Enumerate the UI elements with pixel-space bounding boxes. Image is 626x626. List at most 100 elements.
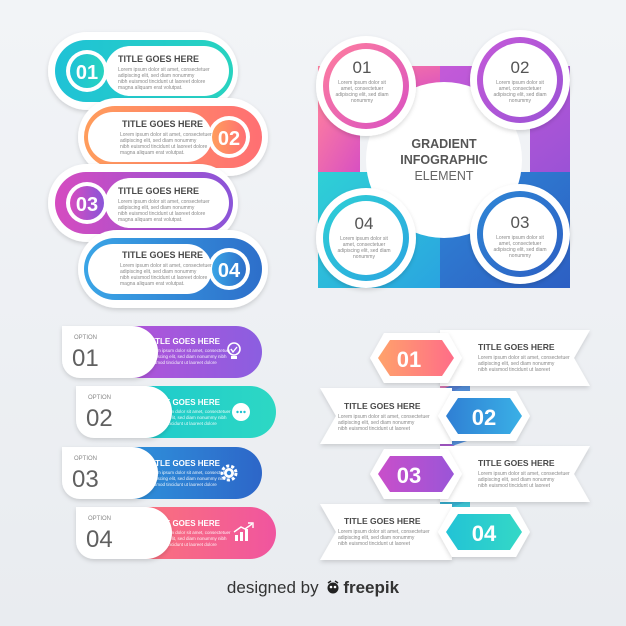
hex-text-line: adipiscing elit, sed diam nonummy: [478, 361, 555, 367]
hex-number: 01: [397, 347, 421, 372]
pill-text-line: adipiscing elit, sed diam nonummy: [118, 73, 195, 79]
pill-list: 01 TITLE GOES HERE Lorem ipsum dolor sit…: [48, 32, 268, 308]
hex-text-line: nibh euismod tincidunt ut laoreet: [478, 483, 551, 489]
hex-number: 02: [472, 405, 496, 430]
footer-prefix: designed by: [226, 578, 319, 597]
option-label: OPTION: [74, 456, 97, 462]
circle-title-line: ELEMENT: [414, 169, 473, 183]
option-number: 04: [86, 526, 113, 553]
option-text-line: Lorem ipsum dolor sit amet, consectetuer: [148, 348, 231, 353]
option-text-line: euismod tincidunt ut laoreet dolore: [148, 421, 217, 426]
chat-bubble-icon: [232, 403, 250, 421]
circle-item-03[interactable]: 03 Lorem ipsum dolor sit amet, consectet…: [470, 184, 570, 284]
pill-number: 02: [218, 128, 240, 150]
hex-item-02[interactable]: 02 TITLE GOES HERE Lorem ipsum dolor sit…: [320, 388, 530, 444]
pill-title: TITLE GOES HERE: [118, 186, 199, 196]
footer-brand[interactable]: freepik: [343, 578, 400, 597]
pill-title: TITLE GOES HERE: [122, 250, 203, 260]
option-title: TITLE GOES HERE: [148, 398, 221, 407]
circle-title-line: GRADIENT: [411, 137, 477, 151]
circle-item-text: amet, consectetuer: [341, 86, 384, 92]
option-text-line: euismod tincidunt ut laoreet dolore: [148, 482, 217, 487]
hex-item-04[interactable]: 04 TITLE GOES HERE Lorem ipsum dolor sit…: [320, 504, 530, 560]
pill-title: TITLE GOES HERE: [122, 119, 203, 129]
pill-text-line: Lorem ipsum dolor sit amet, consectetuer: [120, 263, 212, 269]
hex-title: TITLE GOES HERE: [478, 342, 555, 352]
circle-item-number: 04: [355, 214, 374, 233]
hex-title: TITLE GOES HERE: [344, 516, 421, 526]
option-item-04[interactable]: OPTION 04 TITLE GOES HERE Lorem ipsum do…: [76, 507, 276, 559]
option-text-line: adipiscing elit, sed diam nonummy nibh: [148, 536, 227, 541]
hex-item-03[interactable]: 03 TITLE GOES HERE Lorem ipsum dolor sit…: [370, 446, 590, 502]
circle-item-04[interactable]: 04 Lorem ipsum dolor sit amet, consectet…: [316, 188, 416, 288]
pill-item-03[interactable]: 03 TITLE GOES HERE Lorem ipsum dolor sit…: [48, 164, 238, 242]
pill-item-02[interactable]: 02 TITLE GOES HERE Lorem ipsum dolor sit…: [78, 98, 268, 176]
option-label: OPTION: [74, 335, 97, 341]
hex-text-line: nibh euismod tincidunt ut laoreet: [478, 367, 551, 373]
circle-item-02[interactable]: 02 Lorem ipsum dolor sit amet, consectet…: [470, 30, 570, 130]
circle-item-text: Lorem ipsum dolor sit: [338, 80, 386, 86]
pill-text-line: adipiscing elit, sed diam nonummy: [118, 205, 195, 211]
gear-icon: [220, 464, 238, 482]
pill-number: 01: [76, 62, 98, 84]
option-item-02[interactable]: OPTION 02 TITLE GOES HERE Lorem ipsum do…: [76, 386, 276, 438]
pill-text-line: Lorem ipsum dolor sit amet, consectetuer: [118, 67, 210, 73]
circle-title-line: INFOGRAPHIC: [400, 153, 488, 167]
pill-text-line: Lorem ipsum dolor sit amet, consectetuer: [120, 132, 212, 138]
hex-text-line: nibh euismod tincidunt ut laoreet: [338, 541, 411, 547]
pill-text-line: adipiscing elit, sed diam nonummy: [120, 138, 197, 144]
circle-item-text: nonummy: [351, 98, 373, 104]
circle-item-text: nonummy: [353, 254, 375, 260]
circle-item-number: 01: [353, 58, 372, 77]
circle-item-text: amet, consectetuer: [499, 86, 542, 92]
pill-text-line: Lorem ipsum dolor sit amet, consectetuer: [118, 199, 210, 205]
circle-item-01[interactable]: 01 Lorem ipsum dolor sit amet, consectet…: [316, 36, 416, 136]
pill-text-line: magna aliquam erat volutpat.: [118, 217, 182, 223]
pill-text-line: magna aliquam erat volutpat.: [120, 150, 184, 156]
hex-text-line: adipiscing elit, sed diam nonummy: [338, 535, 415, 541]
hex-title: TITLE GOES HERE: [478, 458, 555, 468]
hex-text-line: adipiscing elit, sed diam nonummy: [338, 420, 415, 426]
option-label: OPTION: [88, 516, 111, 522]
option-text-line: Lorem ipsum dolor sit amet, consectetuer: [148, 530, 231, 535]
hex-text-line: nibh euismod tincidunt ut laoreet: [338, 426, 411, 432]
pill-item-04[interactable]: 04 TITLE GOES HERE Lorem ipsum dolor sit…: [78, 230, 268, 308]
footer-credit: designed by freepik: [0, 578, 626, 598]
option-item-03[interactable]: OPTION 03 TITLE GOES HERE Lorem ipsum do…: [62, 447, 262, 499]
circle-item-text: Lorem ipsum dolor sit: [496, 80, 544, 86]
hexagon-list: 01 TITLE GOES HERE Lorem ipsum dolor sit…: [320, 330, 590, 560]
circle-item-text: amet, consectetuer: [499, 241, 542, 247]
option-text-line: adipiscing elit, sed diam nonummy nibh: [148, 354, 227, 359]
hex-item-01[interactable]: 01 TITLE GOES HERE Lorem ipsum dolor sit…: [370, 330, 590, 386]
circle-item-text: adipiscing elit, sed diam: [335, 92, 388, 98]
option-text-line: adipiscing elit, sed diam nonummy nibh: [148, 476, 227, 481]
pill-text-line: nibh euismod tincidunt ut laoreet dolore: [118, 79, 205, 85]
pill-text-line: nibh euismod tincidunt ut laoreet dolore: [118, 211, 205, 217]
pill-number: 03: [76, 194, 98, 216]
option-number: 02: [86, 405, 113, 432]
hex-text-line: Lorem ipsum dolor sit amet, consectetuer: [478, 471, 570, 477]
hex-text-line: Lorem ipsum dolor sit amet, consectetuer: [338, 414, 430, 420]
option-item-01[interactable]: OPTION 01 TITLE GOES HERE Lorem ipsum do…: [62, 326, 262, 378]
hex-number: 04: [472, 521, 497, 546]
circle-item-text: nonummy: [509, 253, 531, 259]
pill-text-line: magna aliquam erat volutpat.: [118, 85, 182, 91]
circle-item-text: Lorem ipsum dolor sit: [340, 236, 388, 242]
pill-item-01[interactable]: 01 TITLE GOES HERE Lorem ipsum dolor sit…: [48, 32, 238, 110]
option-text-line: Lorem ipsum dolor sit amet, consectetuer: [148, 409, 231, 414]
hex-text-line: adipiscing elit, sed diam nonummy: [478, 477, 555, 483]
circle-item-text: amet, consectetuer: [343, 242, 386, 248]
hex-number: 03: [397, 463, 421, 488]
option-label: OPTION: [88, 395, 111, 401]
circular-infographic: GRADIENT INFOGRAPHIC ELEMENT 01 Lorem ip…: [316, 30, 570, 288]
option-text-line: euismod tincidunt ut laoreet dolore: [148, 542, 217, 547]
circle-item-text: adipiscing elit, sed diam: [493, 247, 546, 253]
option-number: 01: [72, 345, 99, 372]
option-text-line: Lorem ipsum dolor sit amet, consectetuer: [148, 470, 231, 475]
circle-item-number: 03: [511, 213, 530, 232]
pill-text-line: nibh euismod tincidunt ut laoreet dolore: [120, 275, 207, 281]
option-text-line: euismod tincidunt ut laoreet dolore: [148, 360, 217, 365]
option-title: TITLE GOES HERE: [148, 459, 221, 468]
circle-item-text: adipiscing elit, sed diam: [337, 248, 390, 254]
option-title: TITLE GOES HERE: [148, 337, 221, 346]
